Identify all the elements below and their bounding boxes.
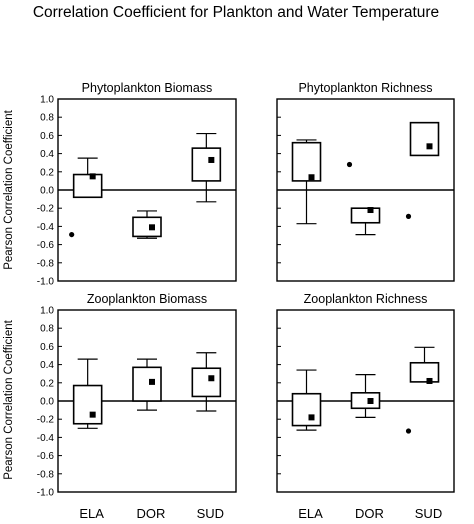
box-rect: [191, 147, 222, 182]
panel-title: Phytoplankton Biomass: [82, 81, 213, 95]
box-sud: [405, 121, 440, 219]
box-rect: [291, 141, 322, 182]
panel-title: Zooplankton Biomass: [87, 292, 207, 306]
box-rect: [350, 207, 381, 224]
y-tick-label: -0.8: [37, 258, 55, 269]
box-rect: [72, 384, 103, 425]
y-tick-label: -1.0: [37, 488, 55, 499]
y-tick-label: 0.8: [40, 324, 54, 335]
x-tick-label: DOR: [137, 506, 166, 521]
y-tick-label: 1.0: [40, 95, 54, 106]
y-tick-label: 0.2: [40, 167, 54, 178]
mean-marker: [149, 224, 155, 231]
y-tick-label: 0.2: [40, 378, 54, 389]
y-tick-label: -0.4: [37, 433, 55, 444]
y-tick-label: -0.6: [37, 451, 55, 462]
panel-1: Phytoplankton Biomass 1.0 0.8 0.6 0.4 0.2 0.0 -…: [37, 81, 237, 288]
x-tick-label: DOR: [355, 506, 384, 521]
mean-marker: [149, 378, 155, 385]
panel-4: Zooplankton Richness ELA DOR SUD: [276, 292, 455, 521]
panel-3: Zooplankton Biomass 1.0 0.8 0.6 0.4 0.2 0.0 -0.…: [37, 292, 237, 521]
box-sud: [191, 132, 222, 203]
x-tick-label: SUD: [197, 506, 224, 521]
panel-title: Phytoplankton Richness: [298, 81, 432, 95]
figure-title: Correlation Coefficient for Plankton and…: [33, 4, 439, 21]
box-sud: [405, 346, 440, 434]
box-rect: [409, 361, 440, 383]
panel-1-ylabel: Pearson Correlation Coefficient: [3, 109, 15, 269]
outlier-point: [69, 231, 75, 238]
panel-2: Phytoplankton Richness: [276, 81, 455, 282]
box-dor: [132, 358, 162, 411]
outlier-point: [346, 161, 353, 168]
box-rect: [191, 367, 222, 398]
box-dor: [350, 374, 381, 418]
box-ela: [291, 139, 322, 225]
y-tick-label: 0.4: [40, 360, 54, 371]
x-tick-label: ELA: [79, 506, 104, 521]
mean-marker: [308, 174, 315, 181]
y-tick-label: -0.2: [37, 204, 55, 215]
y-tick-label: 0.8: [40, 113, 54, 124]
box-ela: [72, 358, 103, 429]
y-tick-label: 1.0: [40, 306, 54, 317]
mean-marker: [367, 398, 374, 404]
outlier-point: [405, 428, 412, 434]
mean-marker: [89, 173, 96, 180]
y-tick-label: -0.8: [37, 469, 55, 480]
y-tick-label: 0.6: [40, 342, 54, 353]
x-tick-label: ELA: [298, 506, 323, 521]
y-tick-label: -1.0: [37, 277, 55, 288]
x-tick-label: SUD: [415, 506, 442, 521]
box-ela: [69, 157, 103, 238]
mean-marker: [308, 414, 315, 421]
box-rect: [350, 392, 381, 410]
panels: Phytoplankton Biomass 1.0 0.8 0.6 0.4 0.2 0.0 -…: [37, 81, 455, 521]
outlier-point: [405, 213, 412, 219]
mean-marker: [367, 207, 374, 214]
y-tick-label: -0.6: [37, 240, 55, 251]
mean-marker: [426, 377, 433, 384]
y-tick-label: 0.0: [40, 186, 54, 197]
y-tick-label: -0.4: [37, 222, 55, 233]
box-rect: [409, 121, 440, 157]
box-rect: [132, 216, 162, 238]
panel-3-ylabel: Pearson Correlation Coefficient: [3, 319, 15, 479]
y-tick-label: -0.2: [37, 415, 55, 426]
box-rect: [72, 173, 103, 199]
box-sud: [191, 352, 222, 412]
mean-marker: [426, 143, 433, 150]
y-tick-label: 0.0: [40, 397, 54, 408]
box-ela: [291, 369, 322, 431]
mean-marker: [208, 375, 215, 382]
box-dor: [346, 161, 381, 236]
y-tick-label: 0.6: [40, 131, 54, 142]
panel-title: Zooplankton Richness: [304, 292, 428, 306]
box-dor: [132, 210, 162, 239]
mean-marker: [89, 411, 96, 418]
box-rect: [291, 392, 322, 427]
mean-marker: [208, 156, 215, 163]
y-tick-label: 0.4: [40, 149, 54, 160]
box-rect: [132, 366, 162, 402]
